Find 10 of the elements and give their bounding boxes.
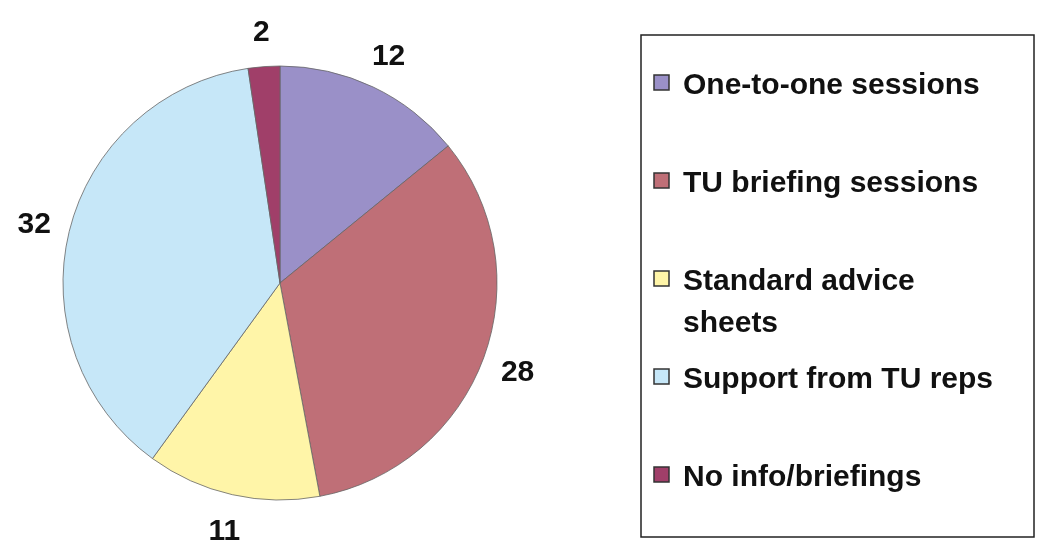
data-label: 2 xyxy=(252,14,270,48)
data-label: 11 xyxy=(208,513,241,540)
legend-label: Support from TU reps xyxy=(683,360,994,394)
data-label: 28 xyxy=(500,353,535,387)
legend-label: One-to-one sessions xyxy=(683,66,980,100)
data-label: 32 xyxy=(17,206,51,240)
data-label: 12 xyxy=(371,37,406,71)
legend-label: Standard advice sheets xyxy=(683,262,915,338)
legend-label: No info/briefings xyxy=(683,458,922,492)
legend-label: TU briefing sessions xyxy=(683,164,979,198)
